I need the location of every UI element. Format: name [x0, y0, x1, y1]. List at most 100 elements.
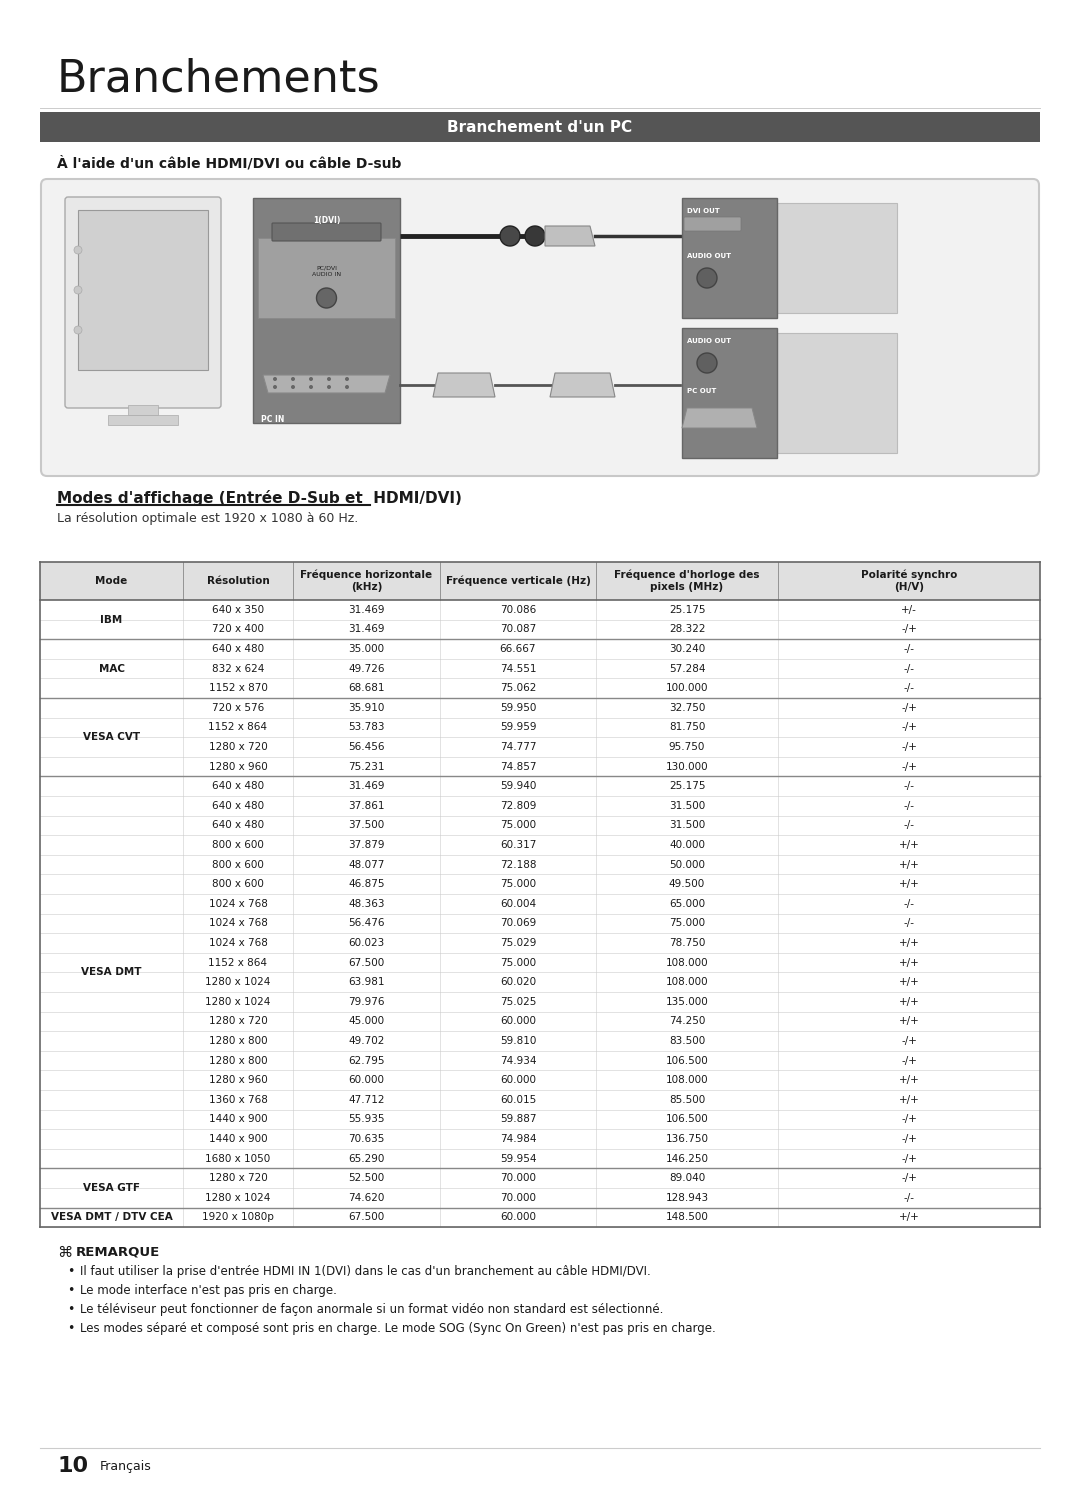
Text: +/+: +/+	[899, 1016, 919, 1026]
Text: DVI OUT: DVI OUT	[687, 208, 719, 214]
Text: 1152 x 864: 1152 x 864	[208, 958, 268, 968]
Text: 1152 x 864: 1152 x 864	[208, 723, 268, 732]
Text: 640 x 480: 640 x 480	[212, 801, 265, 811]
Text: 65.290: 65.290	[349, 1153, 384, 1164]
Text: 52.500: 52.500	[349, 1173, 384, 1183]
Text: +/+: +/+	[899, 1095, 919, 1104]
Text: 1280 x 720: 1280 x 720	[208, 743, 268, 751]
Text: +/+: +/+	[899, 1213, 919, 1222]
FancyBboxPatch shape	[272, 223, 381, 241]
Text: -/-: -/-	[904, 644, 915, 654]
Text: MAC: MAC	[98, 663, 124, 674]
Text: 60.023: 60.023	[349, 938, 384, 949]
Text: 75.000: 75.000	[500, 878, 536, 889]
Text: 70.000: 70.000	[500, 1173, 536, 1183]
Text: 75.000: 75.000	[500, 820, 536, 831]
Text: -/+: -/+	[901, 1153, 917, 1164]
Text: 75.231: 75.231	[348, 762, 384, 771]
Text: Polarité synchro
(H/V): Polarité synchro (H/V)	[861, 569, 957, 592]
Text: Il faut utiliser la prise d'entrée HDMI IN 1(DVI) dans le cas d'un branchement a: Il faut utiliser la prise d'entrée HDMI …	[80, 1265, 651, 1279]
Text: 59.950: 59.950	[500, 702, 536, 713]
Circle shape	[525, 226, 545, 247]
Text: 146.250: 146.250	[665, 1153, 708, 1164]
Text: Branchement d'un PC: Branchement d'un PC	[447, 120, 633, 134]
Text: VESA DMT: VESA DMT	[81, 968, 141, 977]
Text: 28.322: 28.322	[669, 624, 705, 635]
Text: 30.240: 30.240	[669, 644, 705, 654]
Text: 70.086: 70.086	[500, 605, 536, 616]
Text: Résolution: Résolution	[206, 577, 269, 586]
Text: 720 x 400: 720 x 400	[212, 624, 264, 635]
Text: Français: Français	[100, 1460, 152, 1473]
Text: Le téléviseur peut fonctionner de façon anormale si un format vidéo non standard: Le téléviseur peut fonctionner de façon …	[80, 1303, 663, 1316]
Text: 1152 x 870: 1152 x 870	[208, 683, 268, 693]
Text: -/+: -/+	[901, 1173, 917, 1183]
Text: 74.620: 74.620	[349, 1192, 384, 1203]
Circle shape	[697, 353, 717, 374]
Text: 62.795: 62.795	[348, 1056, 384, 1065]
Text: 57.284: 57.284	[669, 663, 705, 674]
Text: 48.077: 48.077	[349, 859, 384, 870]
Text: Branchements: Branchements	[57, 58, 380, 102]
Text: •: •	[67, 1265, 75, 1279]
Polygon shape	[433, 374, 495, 397]
Polygon shape	[550, 374, 615, 397]
Text: 1024 x 768: 1024 x 768	[208, 899, 268, 908]
Text: 85.500: 85.500	[669, 1095, 705, 1104]
Text: -/-: -/-	[904, 683, 915, 693]
Circle shape	[316, 288, 337, 308]
Bar	[253, 199, 400, 423]
Text: 640 x 480: 640 x 480	[212, 644, 265, 654]
Text: -/-: -/-	[904, 663, 915, 674]
Text: +/+: +/+	[899, 996, 919, 1007]
Text: 75.025: 75.025	[500, 996, 536, 1007]
Text: 72.188: 72.188	[500, 859, 537, 870]
Text: 1280 x 1024: 1280 x 1024	[205, 977, 271, 988]
Text: 130.000: 130.000	[665, 762, 708, 771]
Text: 1280 x 800: 1280 x 800	[208, 1035, 268, 1046]
Text: 37.861: 37.861	[348, 801, 384, 811]
Text: 136.750: 136.750	[665, 1134, 708, 1144]
Circle shape	[345, 385, 349, 388]
Text: 1440 x 900: 1440 x 900	[208, 1134, 268, 1144]
Text: 1280 x 720: 1280 x 720	[208, 1173, 268, 1183]
Text: 25.175: 25.175	[669, 781, 705, 792]
Text: +/-: +/-	[901, 605, 917, 616]
Text: +/+: +/+	[899, 938, 919, 949]
Text: Mode: Mode	[95, 577, 127, 586]
Text: 1024 x 768: 1024 x 768	[208, 919, 268, 928]
Text: 31.469: 31.469	[348, 624, 384, 635]
Text: 72.809: 72.809	[500, 801, 536, 811]
Circle shape	[291, 385, 295, 388]
Text: 75.029: 75.029	[500, 938, 536, 949]
Text: 60.317: 60.317	[500, 840, 536, 850]
Text: 640 x 350: 640 x 350	[212, 605, 265, 616]
Circle shape	[309, 376, 313, 381]
Text: -/+: -/+	[901, 1115, 917, 1125]
Text: 74.857: 74.857	[500, 762, 537, 771]
Text: PC OUT: PC OUT	[687, 388, 716, 394]
Text: 31.500: 31.500	[669, 801, 705, 811]
Text: Fréquence verticale (Hz): Fréquence verticale (Hz)	[446, 575, 591, 586]
Text: -/+: -/+	[901, 743, 917, 751]
Text: +/+: +/+	[899, 958, 919, 968]
Text: 31.469: 31.469	[348, 605, 384, 616]
Circle shape	[500, 226, 519, 247]
Text: 60.004: 60.004	[500, 899, 536, 908]
Text: 106.500: 106.500	[665, 1115, 708, 1125]
Text: 35.910: 35.910	[349, 702, 384, 713]
FancyBboxPatch shape	[65, 197, 221, 408]
Text: VESA DMT / DTV CEA: VESA DMT / DTV CEA	[51, 1213, 173, 1222]
Circle shape	[273, 385, 276, 388]
Text: Modes d'affichage (Entrée D-Sub et  HDMI/DVI): Modes d'affichage (Entrée D-Sub et HDMI/…	[57, 490, 462, 506]
Text: 59.954: 59.954	[500, 1153, 537, 1164]
Circle shape	[697, 267, 717, 288]
FancyBboxPatch shape	[41, 179, 1039, 477]
Text: 1280 x 960: 1280 x 960	[208, 762, 268, 771]
Text: 70.069: 70.069	[500, 919, 536, 928]
Text: 75.000: 75.000	[669, 919, 705, 928]
Text: -/-: -/-	[904, 899, 915, 908]
Text: •: •	[67, 1322, 75, 1336]
Text: 60.020: 60.020	[500, 977, 536, 988]
Text: 70.000: 70.000	[500, 1192, 536, 1203]
